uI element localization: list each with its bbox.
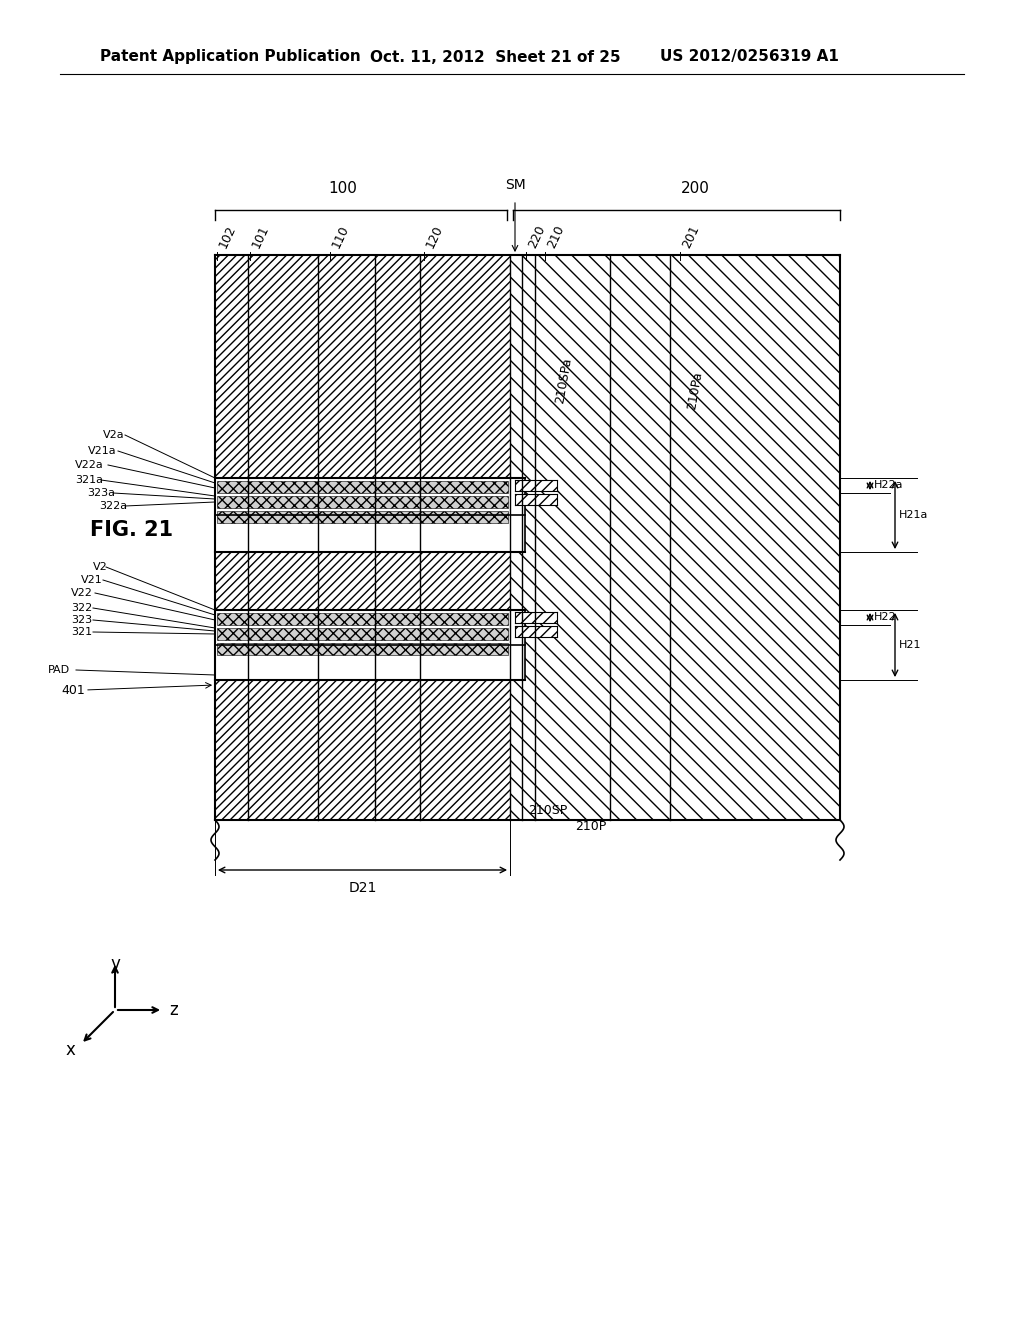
Text: 322a: 322a [99, 502, 127, 511]
Text: V22a: V22a [75, 459, 103, 470]
Text: z: z [169, 1001, 178, 1019]
Text: H22a: H22a [874, 480, 903, 491]
Text: 321a: 321a [75, 475, 103, 484]
Bar [215, 610, 525, 680]
Text: V2: V2 [93, 562, 108, 572]
Bar [420, 255, 510, 820]
Bar [515, 494, 557, 506]
Bar [515, 480, 557, 491]
Text: H22: H22 [874, 612, 897, 623]
Bar [515, 612, 557, 623]
Text: 210SPa: 210SPa [553, 356, 573, 404]
Text: H21a: H21a [899, 510, 929, 520]
Text: Oct. 11, 2012  Sheet 21 of 25: Oct. 11, 2012 Sheet 21 of 25 [370, 49, 621, 65]
Text: 321: 321 [71, 627, 92, 638]
Text: 323a: 323a [87, 488, 115, 498]
Text: SM: SM [505, 178, 525, 191]
Bar [515, 626, 557, 638]
Text: 210: 210 [545, 223, 567, 249]
Text: 120: 120 [424, 223, 445, 249]
Text: D21: D21 [348, 880, 377, 895]
Bar [217, 628, 508, 640]
Text: 210SP: 210SP [528, 804, 567, 817]
Text: 101: 101 [250, 223, 271, 249]
Text: 220: 220 [526, 223, 548, 249]
Text: FIG. 21: FIG. 21 [90, 520, 173, 540]
Text: 200: 200 [681, 181, 710, 195]
Text: V21: V21 [81, 576, 102, 585]
Bar [217, 496, 508, 508]
Text: 100: 100 [328, 181, 357, 195]
Bar [217, 643, 508, 655]
Bar [510, 255, 840, 820]
Text: US 2012/0256319 A1: US 2012/0256319 A1 [660, 49, 839, 65]
Bar [510, 255, 522, 820]
Text: V21a: V21a [88, 446, 117, 455]
Text: 201: 201 [680, 223, 701, 249]
Bar [318, 255, 375, 820]
Text: PAD: PAD [48, 665, 70, 675]
Bar [215, 255, 510, 820]
Text: 401: 401 [61, 684, 85, 697]
Text: 322: 322 [71, 603, 92, 612]
Bar [215, 478, 525, 552]
Text: 110: 110 [330, 223, 352, 249]
Text: H21: H21 [899, 640, 922, 649]
Text: x: x [66, 1041, 75, 1059]
Text: 323: 323 [71, 615, 92, 624]
Text: Patent Application Publication: Patent Application Publication [100, 49, 360, 65]
Bar [217, 511, 508, 523]
Text: V22: V22 [71, 587, 93, 598]
Text: 210P: 210P [575, 820, 606, 833]
Text: 102: 102 [217, 223, 239, 249]
Text: V2a: V2a [103, 430, 125, 440]
Text: 210Pa: 210Pa [685, 370, 705, 411]
Text: y: y [110, 954, 120, 973]
Bar [217, 480, 508, 492]
Bar [217, 612, 508, 624]
